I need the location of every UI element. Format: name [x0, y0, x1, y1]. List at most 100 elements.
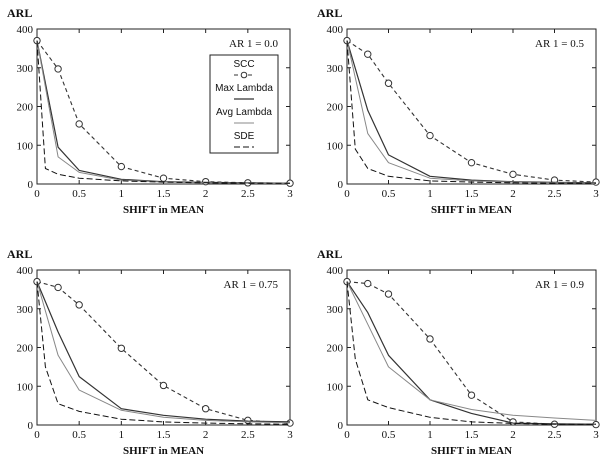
x-tick-label: 1: [119, 429, 125, 441]
y-tick-label: 100: [327, 140, 344, 152]
x-tick-label: 1.5: [157, 429, 171, 441]
x-tick-label: 2: [203, 429, 209, 441]
x-tick-label: 2.5: [241, 429, 255, 441]
point-scc: [54, 65, 62, 73]
x-tick-label: 1: [427, 188, 433, 200]
chart-panel-4: 0 100 200 300 400 0 0.5 1 1.5 2 2.5 3 ARL SHIFT in ME…: [317, 247, 600, 457]
x-tick-label: 2: [510, 188, 516, 200]
x-tick-label: 2.5: [548, 429, 562, 441]
x-tick-label: 1: [119, 188, 125, 200]
point-scc: [244, 416, 252, 425]
point-scc: [159, 174, 168, 182]
point-scc: [592, 178, 600, 186]
point-scc: [384, 79, 393, 87]
series-line-max-lambda: [346, 281, 597, 425]
x-axis-label: SHIFT in MEAN: [123, 445, 204, 457]
y-tick-label: 100: [17, 381, 34, 393]
x-tick-label: 0: [344, 188, 350, 200]
y-tick-label: 300: [17, 304, 34, 316]
y-axis-label: ARL: [7, 247, 32, 261]
x-tick-label: 3: [593, 429, 599, 441]
series-line-avg-lambda: [346, 40, 597, 184]
y-tick-label: 200: [327, 102, 344, 114]
point-scc: [364, 279, 372, 288]
x-tick-label: 0.5: [382, 188, 396, 200]
plot-frame: [36, 269, 291, 426]
x-tick-label: 0.5: [382, 429, 396, 441]
y-tick-label: 300: [17, 63, 34, 75]
legend-label-scc: SCC: [233, 59, 254, 70]
x-tick-label: 1.5: [465, 188, 479, 200]
chart-panel-1: 0 100 200 300 400 0 0.5 1 1.5 2 2.5 3 ARL SHIFT in ME…: [7, 6, 294, 216]
point-scc: [364, 50, 372, 58]
point-scc: [201, 405, 210, 413]
panel-annotation: AR 1 = 0.0: [229, 38, 278, 50]
x-tick-label: 1.5: [465, 429, 479, 441]
y-tick-label: 0: [338, 179, 344, 191]
legend: SCC Max Lambda Avg Lambda SDE: [209, 54, 279, 154]
point-scc: [467, 391, 476, 399]
point-scc: [426, 335, 434, 343]
y-tick-label: 400: [327, 265, 344, 277]
point-scc: [159, 381, 168, 390]
x-axis-label: SHIFT in MEAN: [431, 204, 512, 216]
chart-panel-3: 0 100 200 300 400 0 0.5 1 1.5 2 2.5 3 ARL SHIFT in ME…: [7, 247, 294, 457]
legend-label-max-lambda: Max Lambda: [215, 83, 273, 94]
point-scc: [54, 283, 62, 292]
x-tick-label: 2.5: [241, 188, 255, 200]
y-tick-label: 400: [327, 24, 344, 36]
point-scc: [384, 290, 393, 298]
panel-annotation: AR 1 = 0.9: [535, 279, 584, 291]
point-scc: [509, 418, 517, 426]
y-tick-label: 0: [28, 420, 34, 432]
point-scc: [426, 131, 434, 140]
y-tick-label: 200: [17, 102, 34, 114]
x-tick-label: 3: [287, 429, 293, 441]
x-tick-label: 2: [510, 429, 516, 441]
chart-panel-2: 0 100 200 300 400 0 0.5 1 1.5 2 2.5 3 ARL SHIFT in ME…: [317, 6, 600, 216]
panel-annotation: AR 1 = 0.5: [535, 38, 584, 50]
x-axis-label: SHIFT in MEAN: [431, 445, 512, 457]
legend-marker-scc: [240, 71, 248, 79]
x-tick-label: 0: [344, 429, 350, 441]
x-tick-label: 2.5: [548, 188, 562, 200]
y-tick-label: 100: [17, 140, 34, 152]
series-line-sde: [36, 40, 290, 184]
legend-box: [209, 54, 279, 154]
y-axis-label: ARL: [317, 6, 342, 20]
y-tick-label: 0: [28, 179, 34, 191]
y-axis-label: ARL: [317, 247, 342, 261]
series-line-avg-lambda: [346, 281, 597, 421]
y-tick-label: 200: [327, 343, 344, 355]
y-axis-label: ARL: [7, 6, 32, 20]
x-tick-label: 3: [593, 188, 599, 200]
point-scc: [201, 177, 210, 186]
x-tick-label: 0: [34, 429, 40, 441]
point-scc: [117, 344, 126, 352]
point-scc: [467, 158, 476, 167]
legend-label-sde: SDE: [234, 131, 255, 142]
x-tick-label: 0.5: [72, 429, 86, 441]
x-tick-label: 1: [427, 429, 433, 441]
series-line-max-lambda: [36, 281, 291, 423]
legend-label-avg-lambda: Avg Lambda: [216, 107, 272, 118]
x-tick-label: 0.5: [72, 188, 86, 200]
y-tick-label: 300: [327, 304, 344, 316]
series-line-scc: [36, 281, 291, 424]
x-tick-label: 2: [203, 188, 209, 200]
point-scc: [509, 170, 517, 179]
y-tick-label: 300: [327, 63, 344, 75]
y-tick-label: 400: [17, 24, 34, 36]
x-tick-label: 3: [287, 188, 293, 200]
y-tick-label: 0: [338, 420, 344, 432]
x-tick-label: 0: [34, 188, 40, 200]
series-line-sde: [36, 281, 291, 425]
point-scc: [117, 162, 126, 171]
series-line-sde: [346, 281, 596, 425]
y-tick-label: 100: [327, 381, 344, 393]
series-line-scc: [346, 40, 597, 183]
point-scc: [75, 301, 83, 309]
series-line-sde: [346, 40, 596, 184]
x-tick-label: 1.5: [157, 188, 171, 200]
